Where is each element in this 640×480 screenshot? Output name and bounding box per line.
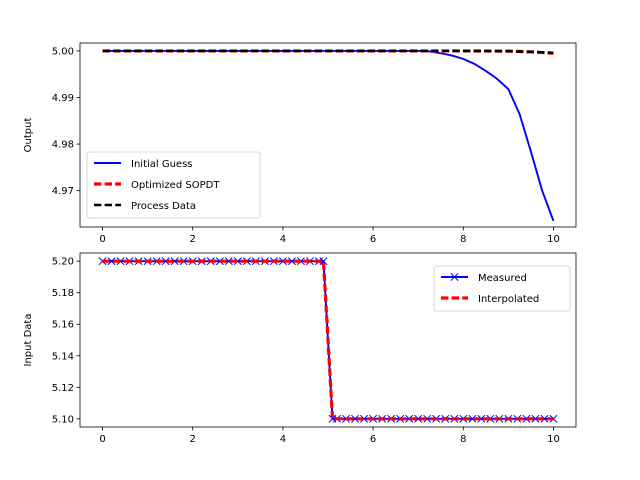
x-tick-label: 8 [460, 434, 466, 445]
legend-label: Optimized SOPDT [131, 180, 220, 191]
data-point [405, 414, 414, 423]
data-point [351, 414, 360, 423]
y-tick-label: 5.00 [52, 46, 74, 57]
y-axis-label: Output [23, 118, 34, 153]
chart-input-data: 0 2 4 6 8 10 5.10 5.12 5.14 5.16 5.18 5.20 Input Dat… [23, 252, 577, 445]
legend-label: Initial Guess [131, 159, 193, 170]
data-point [296, 257, 305, 266]
y-tick-label: 5.12 [52, 383, 74, 394]
x-tick-label: 6 [370, 234, 376, 245]
legend-box [86, 151, 261, 219]
x-tick-label: 4 [280, 434, 286, 445]
plot-frame [79, 252, 577, 428]
y-tick-label: 5.18 [52, 288, 74, 299]
legend-label: Measured [478, 273, 527, 284]
plot-area [98, 257, 558, 423]
data-point [224, 257, 233, 266]
data-point [107, 257, 116, 266]
series-line-interpolated [102, 259, 554, 421]
chart-output: 0 2 4 6 8 10 4.97 4.98 4.99 5.00 Output Initial Gue… [23, 42, 577, 245]
y-tick-label: 5.10 [52, 414, 74, 425]
data-point [233, 257, 242, 266]
data-point [531, 414, 540, 423]
y-tick-label: 5.14 [52, 351, 74, 362]
y-tick-label: 4.97 [52, 186, 74, 197]
legend: Initial Guess Optimized SOPDT Process Data [86, 151, 261, 219]
plot-area [102, 49, 555, 222]
x-tick-label: 0 [99, 434, 105, 445]
x-tick-label: 4 [280, 234, 286, 245]
x-tick-label: 10 [547, 434, 560, 445]
data-point [477, 414, 486, 423]
data-point [360, 414, 369, 423]
x-tick-label: 10 [547, 234, 560, 245]
legend-label: Process Data [131, 201, 196, 212]
data-point [287, 257, 296, 266]
y-tick-label: 4.98 [52, 140, 74, 151]
legend-marker [450, 273, 459, 281]
data-point [540, 414, 549, 423]
y-tick-label: 4.99 [52, 93, 74, 104]
data-point [116, 257, 125, 266]
x-tick-label: 0 [99, 234, 105, 245]
legend: Measured Interpolated [433, 265, 571, 312]
data-point [414, 414, 423, 423]
x-tick-label: 2 [190, 434, 196, 445]
y-tick-label: 5.16 [52, 320, 74, 331]
data-point [98, 257, 107, 266]
x-tick-label: 8 [460, 234, 466, 245]
legend-label: Interpolated [478, 294, 539, 305]
data-point [549, 414, 558, 423]
data-point [161, 257, 170, 266]
data-point [319, 257, 328, 266]
data-point [468, 414, 477, 423]
plot-frame [79, 42, 577, 228]
series-line-process-data [102, 49, 554, 54]
x-tick-label: 2 [190, 234, 196, 245]
y-axis-label: Input Data [23, 314, 34, 367]
x-tick-label: 6 [370, 434, 376, 445]
y-tick-label: 5.20 [52, 257, 74, 268]
data-point [170, 257, 179, 266]
